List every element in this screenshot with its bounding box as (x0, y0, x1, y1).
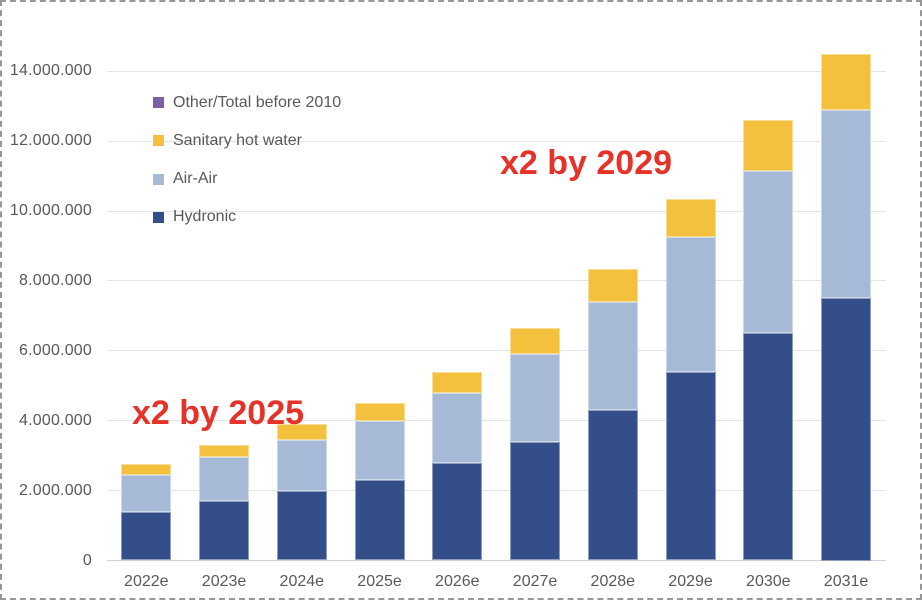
legend-item-air-air: Air-Air (153, 170, 218, 188)
bar-segment-sanitary-hot-water-2029e (665, 198, 716, 238)
bar-segment-air-air-2023e (199, 457, 250, 502)
legend-swatch-icon (153, 173, 164, 185)
legend-swatch-icon (153, 211, 164, 223)
bar-segment-hydronic-2025e (354, 480, 405, 561)
bar-segment-air-air-2029e (665, 237, 716, 372)
bar-segment-sanitary-hot-water-2024e (276, 424, 327, 440)
gridline (107, 70, 886, 72)
bar-segment-sanitary-hot-water-2031e (821, 53, 872, 110)
bar-segment-hydronic-2028e (587, 410, 638, 561)
legend-swatch-icon (153, 97, 164, 108)
legend-label: Other/Total before 2010 (173, 93, 342, 111)
bar-segment-air-air-2031e (821, 109, 872, 299)
bar-segment-hydronic-2022e (121, 511, 172, 561)
legend-label: Air-Air (173, 170, 218, 188)
bar-segment-sanitary-hot-water-2027e (510, 328, 561, 355)
bar-segment-hydronic-2027e (510, 441, 561, 561)
bar-segment-air-air-2022e (121, 474, 172, 512)
x-axis-tick-label: 2031e (823, 573, 869, 590)
x-axis-tick-label: 2024e (279, 573, 325, 590)
x-axis-tick-label: 2029e (668, 573, 713, 590)
bar-segment-hydronic-2023e (199, 501, 250, 561)
x-axis-tick-label: 2022e (124, 573, 169, 590)
gridline (107, 210, 886, 212)
bar-segment-sanitary-hot-water-2023e (199, 445, 250, 458)
y-axis-tick-label: 6.000.000 (19, 341, 92, 359)
bar-segment-hydronic-2030e (743, 333, 794, 561)
gridline (107, 490, 886, 492)
y-axis-tick-label: 8.000.000 (19, 271, 92, 289)
x-axis-tick-label: 2028e (590, 573, 636, 590)
gridline (107, 140, 886, 142)
bar-segment-hydronic-2029e (665, 371, 716, 561)
legend-item-hydronic: Hydronic (153, 208, 237, 226)
annotation-x2-by-2025: x2 by 2025 (132, 394, 305, 432)
x-axis-tick-label: 2030e (746, 573, 791, 590)
y-axis-tick-label: 0 (82, 551, 92, 569)
bar-segment-sanitary-hot-water-2025e (354, 403, 405, 421)
bar-segment-air-air-2024e (276, 439, 327, 491)
x-axis-tick-label: 2023e (201, 573, 247, 590)
gridline (107, 350, 886, 352)
gridline (107, 420, 886, 422)
x-axis-tick-label: 2025e (357, 573, 402, 590)
bar-segment-air-air-2030e (743, 170, 794, 334)
legend-item-other-total-before-2010: Other/Total before 2010 (153, 94, 341, 111)
bar-segment-air-air-2025e (354, 420, 405, 481)
bar-segment-hydronic-2026e (432, 462, 483, 561)
bar-segment-air-air-2028e (587, 301, 638, 411)
annotation-x2-by-2029: x2 by 2029 (500, 144, 673, 182)
legend-label: Hydronic (173, 208, 237, 226)
y-axis-tick-label: 2.000.000 (19, 481, 92, 499)
gridline (107, 560, 886, 561)
bar-segment-sanitary-hot-water-2026e (432, 371, 483, 393)
y-axis-tick-label: 12.000.000 (9, 132, 92, 150)
y-axis-tick-label: 14.000.000 (9, 62, 92, 80)
bar-segment-hydronic-2024e (276, 490, 327, 561)
bar-segment-sanitary-hot-water-2030e (743, 120, 794, 171)
x-axis-tick-label: 2026e (435, 573, 480, 590)
bar-segment-hydronic-2031e (821, 298, 872, 561)
bar-segment-sanitary-hot-water-2022e (121, 464, 172, 475)
y-axis-tick-label: 10.000.000 (9, 202, 92, 219)
legend-item-sanitary-hot-water: Sanitary hot water (153, 132, 302, 149)
gridline (107, 280, 886, 282)
bar-segment-air-air-2027e (510, 354, 561, 442)
legend-swatch-icon (153, 135, 164, 147)
bar-segment-air-air-2026e (432, 392, 483, 463)
bar-segment-sanitary-hot-water-2028e (587, 268, 638, 302)
x-axis-tick-label: 2027e (512, 573, 558, 590)
y-axis-tick-label: 4.000.000 (19, 411, 92, 429)
legend-label: Sanitary hot water (173, 131, 302, 149)
